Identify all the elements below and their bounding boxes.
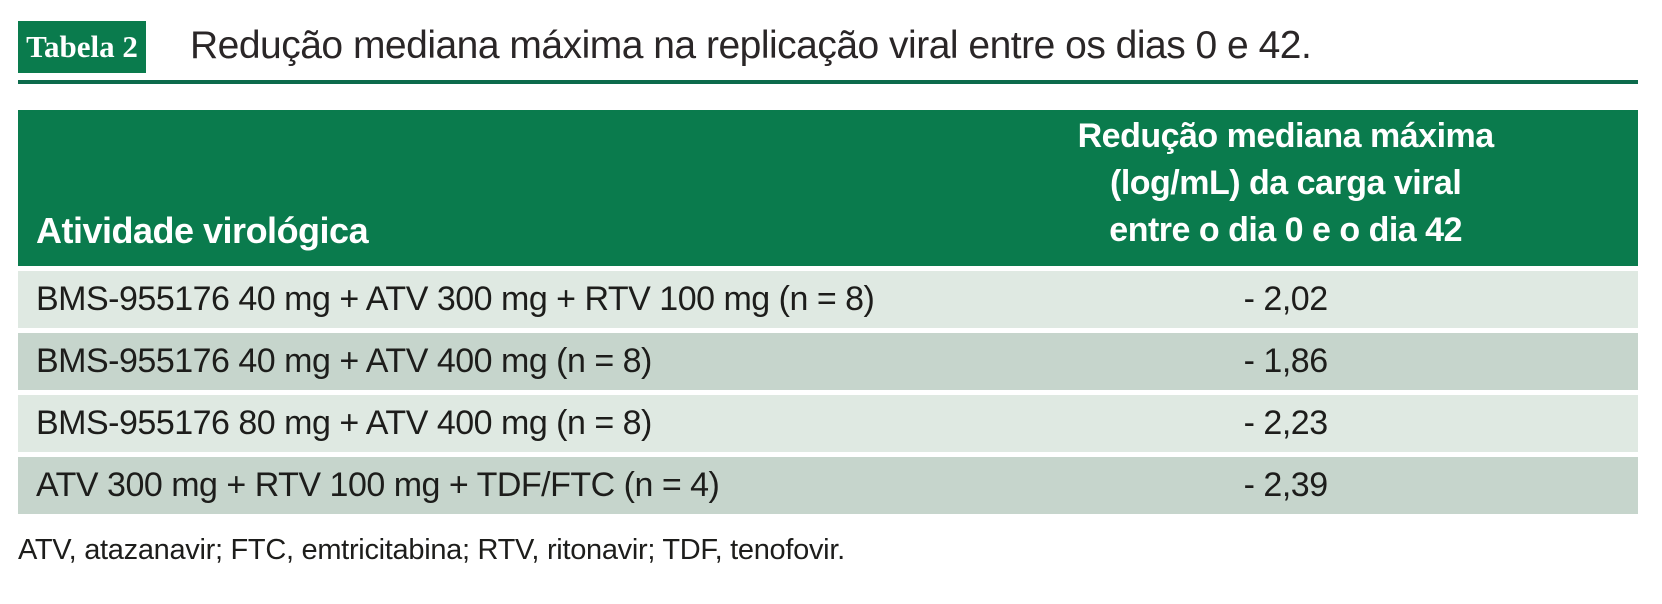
table-number-badge: Tabela 2 xyxy=(18,21,146,73)
abbreviations-footnote: ATV, atazanavir; FTC, emtricitabina; RTV… xyxy=(18,534,845,566)
column-header-reduction-line1: Redução mediana máxima xyxy=(1077,117,1495,155)
column-header-reduction: Redução mediana máxima (log/mL) da carga… xyxy=(933,110,1638,266)
row-label: BMS-955176 40 mg + ATV 300 mg + RTV 100 … xyxy=(36,280,875,318)
column-header-activity: Atividade virológica xyxy=(36,210,369,251)
row-label: BMS-955176 80 mg + ATV 400 mg (n = 8) xyxy=(36,404,652,442)
table-caption: Redução mediana máxima na replicação vir… xyxy=(190,24,1312,67)
row-value: - 1,86 xyxy=(1243,342,1328,380)
column-header-reduction-line3: entre o dia 0 e o dia 42 xyxy=(1109,211,1462,249)
row-label: BMS-955176 40 mg + ATV 400 mg (n = 8) xyxy=(36,342,652,380)
row-label: ATV 300 mg + RTV 100 mg + TDF/FTC (n = 4… xyxy=(36,466,720,504)
caption-divider-rule xyxy=(18,80,1638,84)
table-row: BMS-955176 80 mg + ATV 400 mg (n = 8) - … xyxy=(18,395,1638,452)
row-value: - 2,23 xyxy=(1243,404,1328,442)
table-number-label: Tabela 2 xyxy=(26,29,138,64)
column-header-reduction-line2: (log/mL) da carga viral xyxy=(1110,164,1462,202)
table-row: BMS-955176 40 mg + ATV 300 mg + RTV 100 … xyxy=(18,271,1638,328)
table-row: ATV 300 mg + RTV 100 mg + TDF/FTC (n = 4… xyxy=(18,457,1638,514)
row-value: - 2,02 xyxy=(1243,280,1328,318)
table-row: BMS-955176 40 mg + ATV 400 mg (n = 8) - … xyxy=(18,333,1638,390)
table-header-row: Atividade virológica Redução mediana máx… xyxy=(18,110,1638,266)
data-table: Atividade virológica Redução mediana máx… xyxy=(18,110,1638,514)
row-value: - 2,39 xyxy=(1243,466,1328,504)
